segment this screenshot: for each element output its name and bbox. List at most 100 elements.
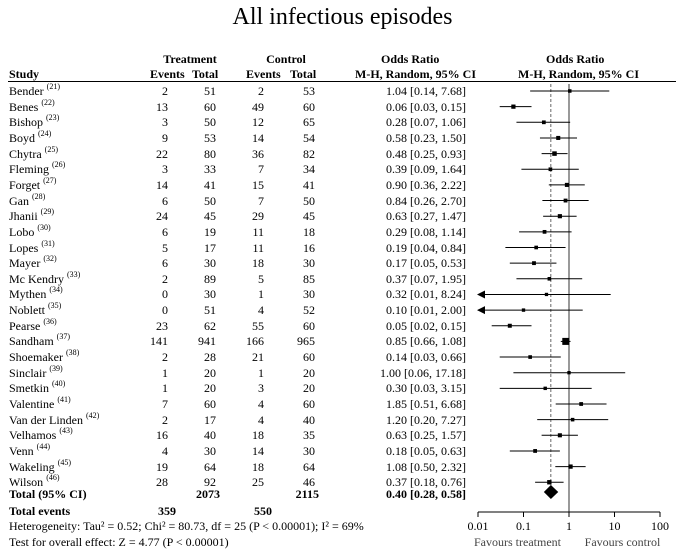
- study-reference: (29): [40, 207, 54, 217]
- total-control: 50: [303, 193, 315, 208]
- total-control: 64: [303, 459, 315, 474]
- study-name-text: Boyd: [9, 130, 36, 145]
- odds-ratio-ci: 0.90 [0.36, 2.22]: [386, 177, 466, 192]
- header-total-control: Total: [290, 67, 317, 81]
- point-estimate: [507, 323, 512, 328]
- events-treatment: 5: [162, 240, 168, 255]
- study-name: Valentine (41): [9, 395, 71, 412]
- study-name-text: Benes: [9, 99, 39, 114]
- point-estimate: [548, 167, 553, 172]
- point-estimate: [557, 433, 562, 438]
- overall-effect-text: Test for overall effect: Z = 4.77 (P < 0…: [9, 535, 229, 549]
- study-name-text: Mc Kendry: [9, 271, 64, 286]
- study-name: Velhamos (43): [9, 427, 73, 443]
- total-control: 54: [303, 130, 315, 145]
- study-name-text: Gan: [9, 193, 29, 208]
- point-estimate: [547, 277, 552, 281]
- events-treatment: 1: [162, 381, 168, 396]
- study-name-text: Wilson: [9, 475, 44, 490]
- events-treatment: 13: [156, 99, 168, 114]
- total-ci: 0.40 [0.28, 0.58]: [386, 487, 466, 501]
- study-name: Mc Kendry (33): [9, 270, 80, 286]
- events-treatment: 6: [162, 193, 168, 208]
- header-study: Study: [9, 67, 40, 81]
- total-control: 30: [303, 443, 315, 458]
- events-control: 2: [258, 84, 264, 98]
- events-control: 5: [258, 271, 264, 286]
- total-treatment: 941: [198, 334, 216, 349]
- point-estimate: [541, 120, 546, 125]
- study-reference: (40): [52, 379, 66, 389]
- study-name: Venn (44): [9, 441, 50, 458]
- events-treatment: 23: [156, 318, 168, 333]
- odds-ratio-ci: 1.04 [0.14, 7.68]: [386, 84, 466, 98]
- total-control: 52: [303, 303, 315, 318]
- total-treatment: 62: [204, 318, 216, 333]
- favours-treatment-label: Favours treatment: [474, 535, 562, 549]
- study-name-text: Chytra: [9, 146, 42, 161]
- total-events-control: 550: [254, 504, 272, 518]
- study-name: Sinclair (39): [9, 364, 63, 380]
- point-estimate: [521, 308, 526, 312]
- study-reference: (26): [52, 160, 66, 170]
- total-control: 60: [303, 397, 315, 411]
- favours-control-label: Favours control: [585, 535, 661, 549]
- point-estimate: [568, 89, 572, 93]
- events-treatment: 2: [162, 350, 168, 365]
- ci-arrow: [477, 290, 485, 299]
- study-reference: (23): [46, 113, 60, 123]
- study-name: Bishop (23): [9, 113, 60, 130]
- events-control: 3: [258, 381, 264, 396]
- header-events-treatment: Events: [150, 67, 185, 81]
- study-name-text: Noblett: [9, 303, 45, 318]
- pooled-diamond: [543, 485, 559, 499]
- total-treatment: 41: [204, 177, 216, 192]
- study-name: Smetkin (40): [9, 379, 66, 396]
- total-treatment: 51: [204, 303, 216, 318]
- point-estimate: [534, 245, 539, 250]
- study-name: Lobo (30): [9, 222, 51, 239]
- events-treatment: 7: [162, 397, 168, 411]
- study-name-text: Wakeling: [9, 459, 55, 474]
- tick-label: 1: [566, 519, 572, 533]
- study-reference: (35): [48, 301, 62, 311]
- events-treatment: 14: [156, 177, 168, 192]
- point-estimate: [568, 464, 573, 469]
- total-control: 46: [303, 475, 315, 490]
- odds-ratio-ci: 0.14 [0.03, 0.66]: [386, 350, 466, 365]
- study-name: Bender (21): [9, 83, 60, 99]
- total-control: 35: [303, 428, 315, 443]
- study-name-text: Smetkin: [9, 381, 50, 396]
- events-treatment: 9: [162, 130, 168, 145]
- total-control: 65: [303, 115, 315, 130]
- point-estimate: [570, 417, 575, 422]
- total-treatment: 30: [204, 256, 216, 271]
- events-treatment: 6: [162, 256, 168, 271]
- study-name: Mythen (34): [9, 286, 63, 302]
- study-reference: (30): [37, 222, 51, 232]
- events-treatment: 2: [162, 271, 168, 286]
- odds-ratio-ci: 0.18 [0.05, 0.63]: [386, 443, 466, 458]
- study-reference: (28): [32, 191, 46, 201]
- study-reference: (44): [36, 441, 50, 451]
- odds-ratio-ci: 0.05 [0.02, 0.15]: [386, 318, 466, 333]
- study-name-text: Fleming: [9, 162, 50, 177]
- events-control: 14: [252, 443, 264, 458]
- odds-ratio-ci: 0.63 [0.27, 1.47]: [386, 209, 466, 224]
- study-name-text: Bishop: [9, 115, 44, 130]
- events-treatment: 16: [156, 428, 168, 443]
- study-reference: (22): [41, 97, 55, 107]
- study-reference: (41): [57, 395, 71, 404]
- study-name: Forget (27): [9, 176, 56, 192]
- total-treatment: 60: [204, 99, 216, 114]
- header-events-control: Events: [246, 67, 281, 81]
- study-reference: (32): [43, 254, 57, 264]
- study-name-text: Pearse: [9, 318, 41, 333]
- study-reference: (36): [43, 316, 57, 326]
- events-control: 4: [258, 303, 264, 318]
- total-events-treatment: 359: [158, 504, 176, 518]
- odds-ratio-ci: 0.48 [0.25, 0.93]: [386, 146, 466, 161]
- total-control: 60: [303, 99, 315, 114]
- study-reference: (31): [41, 238, 55, 248]
